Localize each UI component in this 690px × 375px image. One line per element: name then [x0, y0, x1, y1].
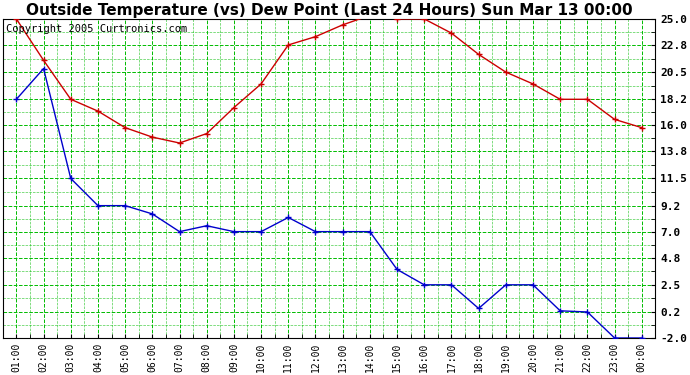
Title: Outside Temperature (vs) Dew Point (Last 24 Hours) Sun Mar 13 00:00: Outside Temperature (vs) Dew Point (Last… [26, 3, 632, 18]
Text: Copyright 2005 Curtronics.com: Copyright 2005 Curtronics.com [6, 24, 187, 34]
